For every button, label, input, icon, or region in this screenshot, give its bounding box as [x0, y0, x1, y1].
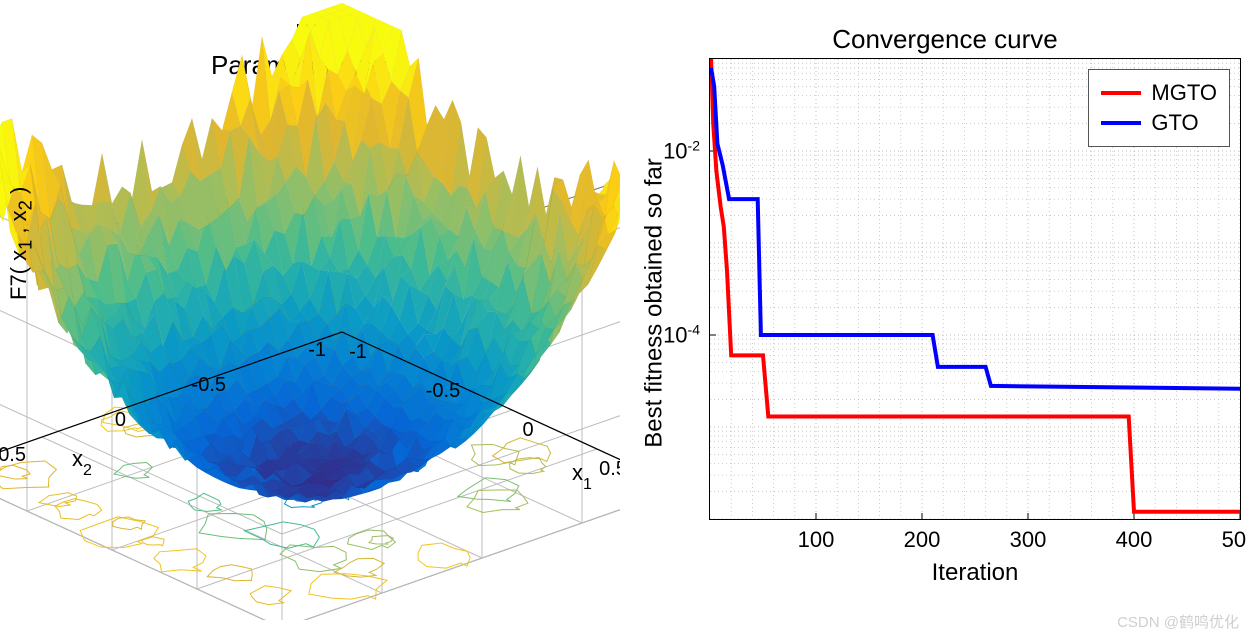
- svg-text:0.5: 0.5: [599, 458, 620, 480]
- z-label-sub1: 1: [14, 240, 35, 250]
- x-tick: 100: [798, 527, 835, 553]
- x-tick: 300: [1010, 527, 1047, 553]
- z-axis-label: F7( x1 , x2 ): [6, 187, 36, 300]
- legend: MGTO GTO: [1088, 69, 1230, 147]
- legend-label-mgto: MGTO: [1151, 80, 1217, 106]
- svg-text:-1: -1: [349, 341, 367, 363]
- z-label-end: ): [6, 187, 31, 200]
- title-convergence: Convergence curve: [645, 24, 1245, 55]
- legend-label-gto: GTO: [1151, 110, 1198, 136]
- x-tick: 200: [904, 527, 941, 553]
- x-tick: 400: [1116, 527, 1153, 553]
- svg-text:-0.5: -0.5: [426, 380, 460, 402]
- svg-text:0: 0: [115, 409, 126, 431]
- surface-3d-plot: 123-1-0.500.5-1-0.500.5x1x2: [0, 0, 620, 620]
- watermark: CSDN @鹤鸣优化: [1117, 611, 1239, 632]
- svg-text:-0.5: -0.5: [192, 374, 226, 396]
- svg-text:0.5: 0.5: [0, 444, 26, 466]
- legend-row-gto: GTO: [1101, 108, 1217, 138]
- figure: F7 Parameter space 123-1-0.500.5-1-0.500…: [0, 0, 1247, 634]
- legend-swatch-gto: [1101, 121, 1141, 125]
- y-tick: 10-2: [663, 137, 700, 164]
- legend-swatch-mgto: [1101, 91, 1141, 95]
- plot-area-2d: Best fitness obtained so far Iteration M…: [709, 58, 1241, 520]
- panel-parameter-space: F7 Parameter space 123-1-0.500.5-1-0.500…: [0, 0, 620, 620]
- z-label-sub2: 2: [14, 200, 35, 210]
- z-label-part1: F7( x: [6, 250, 31, 300]
- x-axis-label: Iteration: [932, 559, 1019, 587]
- z-label-mid: , x: [6, 210, 31, 239]
- panel-convergence: Convergence curve Best fitness obtained …: [645, 0, 1245, 620]
- svg-text:-1: -1: [308, 339, 326, 361]
- y-tick: 10-4: [663, 321, 700, 348]
- y-axis-label: Best fitness obtained so far: [640, 158, 668, 448]
- legend-row-mgto: MGTO: [1101, 78, 1217, 108]
- svg-text:0: 0: [522, 419, 533, 441]
- x-tick: 500: [1222, 527, 1247, 553]
